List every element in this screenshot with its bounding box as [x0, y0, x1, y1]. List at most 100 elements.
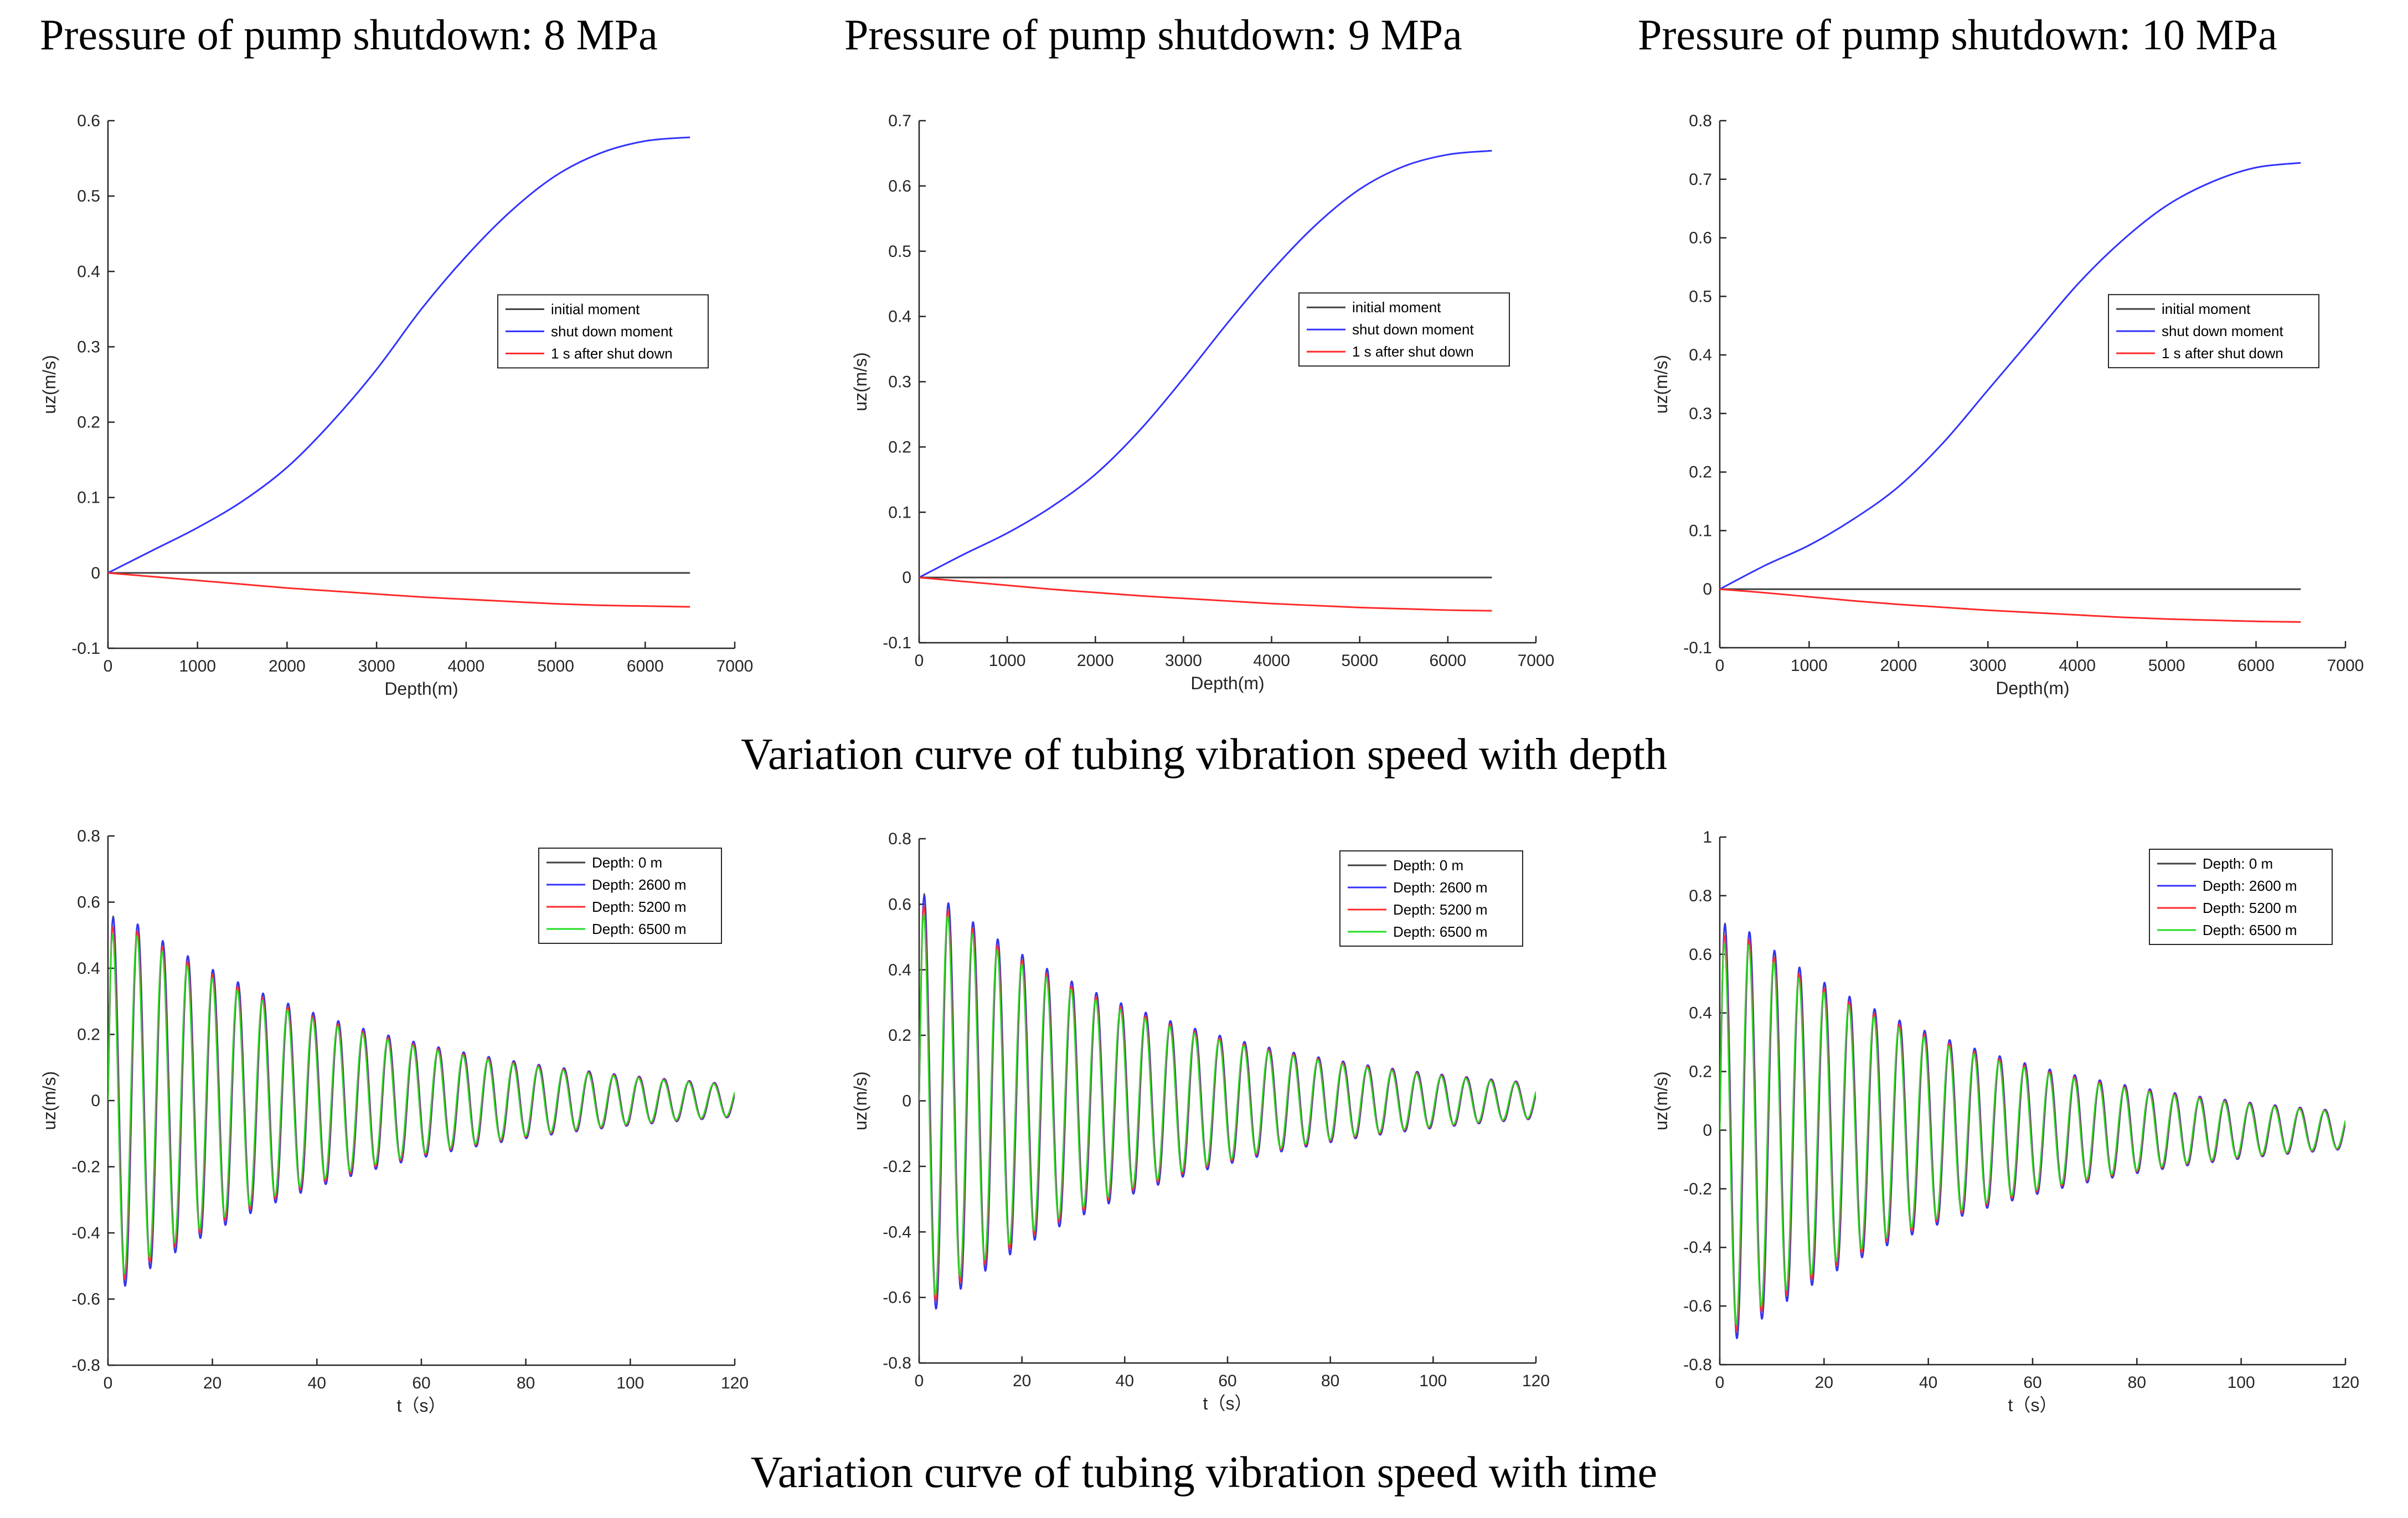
column-title-9mpa: Pressure of pump shutdown: 9 MPa — [844, 11, 1462, 59]
y-tick-label: 0.5 — [888, 242, 911, 261]
y-axis-label: uz(m/s) — [850, 352, 870, 411]
x-tick-label: 0 — [1715, 1374, 1725, 1392]
chart-4: 0 20 40 60 80 100 120 -0.8 -0.6 -0.4 -0.2 0 0.2 0.4 0.… — [39, 827, 749, 1416]
y-tick-label: 0.3 — [77, 338, 100, 356]
y-axis-label: uz(m/s) — [1651, 355, 1671, 414]
x-tick-label: 4000 — [1253, 652, 1290, 670]
y-tick-label: 0.8 — [77, 827, 100, 845]
y-axis-label: uz(m/s) — [39, 355, 59, 414]
y-axis-label: uz(m/s) — [850, 1071, 870, 1130]
legend: Depth: 0 m Depth: 2600 m Depth: 5200 m Dept… — [1339, 850, 1523, 947]
y-tick-label: 0.1 — [77, 489, 100, 507]
x-tick-label: 120 — [2332, 1374, 2359, 1392]
y-tick-label: -0.4 — [1683, 1238, 1712, 1257]
x-tick-label: 2000 — [1880, 657, 1917, 675]
y-tick-label: 0.2 — [77, 1026, 100, 1044]
legend-label: 1 s after shut down — [2162, 345, 2283, 362]
x-tick-label: 0 — [1715, 657, 1725, 675]
y-axis-label: uz(m/s) — [39, 1071, 59, 1130]
column-title-10mpa: Pressure of pump shutdown: 10 MPa — [1638, 11, 2277, 59]
legend-box — [2149, 849, 2333, 945]
y-tick-label: 0.1 — [888, 503, 911, 522]
legend-box — [538, 848, 722, 944]
x-tick-label: 100 — [1419, 1372, 1447, 1390]
x-tick-label: 100 — [616, 1374, 644, 1392]
x-tick-label: 5000 — [1341, 652, 1378, 670]
y-tick-label: 0.4 — [1689, 346, 1712, 364]
legend-label: Depth: 2600 m — [1393, 879, 1488, 896]
column-title-8mpa: Pressure of pump shutdown: 8 MPa — [40, 11, 658, 59]
y-tick-label: 0 — [902, 1092, 911, 1111]
x-tick-label: 0 — [104, 657, 113, 675]
x-axis-label: Depth(m) — [1190, 673, 1264, 693]
legend: initial moment shut down moment 1 s after … — [497, 294, 709, 369]
x-tick-label: 60 — [2023, 1374, 2041, 1392]
x-tick-label: 6000 — [627, 657, 664, 675]
y-tick-label: 0.3 — [1689, 405, 1712, 423]
x-tick-label: 6000 — [2237, 657, 2275, 675]
x-axis-label: Depth(m) — [384, 679, 458, 699]
x-tick-label: 1000 — [179, 657, 216, 675]
legend-label: initial moment — [551, 301, 640, 317]
x-axis-label: t（s） — [1203, 1393, 1252, 1413]
y-tick-label: 0.7 — [888, 112, 911, 130]
legend-label: Depth: 6500 m — [1393, 923, 1488, 940]
legend-label: shut down moment — [2162, 323, 2283, 339]
series-line-red — [919, 576, 1492, 612]
x-tick-label: 2000 — [269, 657, 306, 675]
x-tick-label: 7000 — [1518, 652, 1555, 670]
y-tick-label: 0.8 — [888, 830, 911, 848]
legend-label: shut down moment — [551, 323, 673, 339]
x-tick-label: 20 — [1815, 1374, 1833, 1392]
x-tick-label: 40 — [1116, 1372, 1134, 1390]
y-tick-label: 1 — [1703, 828, 1712, 846]
legend-label: Depth: 2600 m — [2203, 877, 2297, 894]
legend-label: Depth: 6500 m — [592, 921, 687, 937]
legend-label: Depth: 6500 m — [2203, 922, 2297, 938]
depth-row-caption: Variation curve of tubing vibration spee… — [741, 730, 1667, 779]
series-line-green — [919, 913, 1536, 1297]
x-tick-label: 20 — [203, 1374, 221, 1392]
series-line-red — [1719, 588, 2301, 623]
y-tick-label: -0.6 — [883, 1289, 911, 1307]
legend-label: Depth: 5200 m — [1393, 901, 1488, 918]
y-tick-label: 0.4 — [888, 308, 911, 326]
legend-label: Depth: 0 m — [2203, 855, 2273, 872]
y-tick-label: 0.6 — [77, 112, 100, 130]
series-line-blue — [919, 895, 1536, 1310]
y-tick-label: 0 — [1703, 580, 1712, 598]
y-tick-label: -0.2 — [1683, 1180, 1712, 1198]
chart-3: 0 1000 2000 3000 4000 5000 6000 7000-0.100.10.2… — [1651, 112, 2364, 698]
y-tick-label: 0.2 — [1689, 1063, 1712, 1081]
y-tick-label: 0.3 — [888, 373, 911, 391]
y-tick-label: 0 — [902, 569, 911, 587]
series-line-blue — [108, 917, 735, 1287]
x-tick-label: 3000 — [358, 657, 395, 675]
series-line-red — [107, 572, 690, 608]
x-tick-label: 20 — [1013, 1372, 1031, 1390]
x-tick-label: 1000 — [989, 652, 1026, 670]
legend-label: shut down moment — [1352, 321, 1474, 338]
y-tick-label: -0.8 — [883, 1354, 911, 1372]
y-tick-label: 0.2 — [888, 438, 911, 456]
x-tick-label: 0 — [915, 652, 924, 670]
x-tick-label: 5000 — [2148, 657, 2185, 675]
legend: Depth: 0 m Depth: 2600 m Depth: 5200 m Dept… — [538, 848, 722, 944]
y-tick-label: 0.6 — [77, 894, 100, 912]
chart-6: 0 20 40 60 80 100 120 -0.8 -0.6 -0.4 -0.2 0 0.2 0.4 0.… — [1651, 828, 2359, 1415]
x-tick-label: 2000 — [1077, 652, 1114, 670]
legend-label: 1 s after shut down — [1352, 343, 1474, 360]
x-tick-label: 40 — [1919, 1374, 1937, 1392]
legend-box — [1339, 850, 1523, 947]
series-line-blue — [1719, 162, 2301, 590]
x-tick-label: 80 — [1321, 1372, 1339, 1390]
x-axis-label: t（s） — [397, 1396, 446, 1416]
y-tick-label: 0.8 — [1689, 112, 1712, 130]
y-tick-label: -0.1 — [71, 639, 100, 658]
x-tick-label: 60 — [1218, 1372, 1236, 1390]
y-tick-label: 0.4 — [77, 262, 100, 281]
y-tick-label: 0.5 — [1689, 287, 1712, 306]
y-tick-label: 0.8 — [1689, 887, 1712, 905]
x-axis-label: Depth(m) — [1996, 678, 2069, 698]
